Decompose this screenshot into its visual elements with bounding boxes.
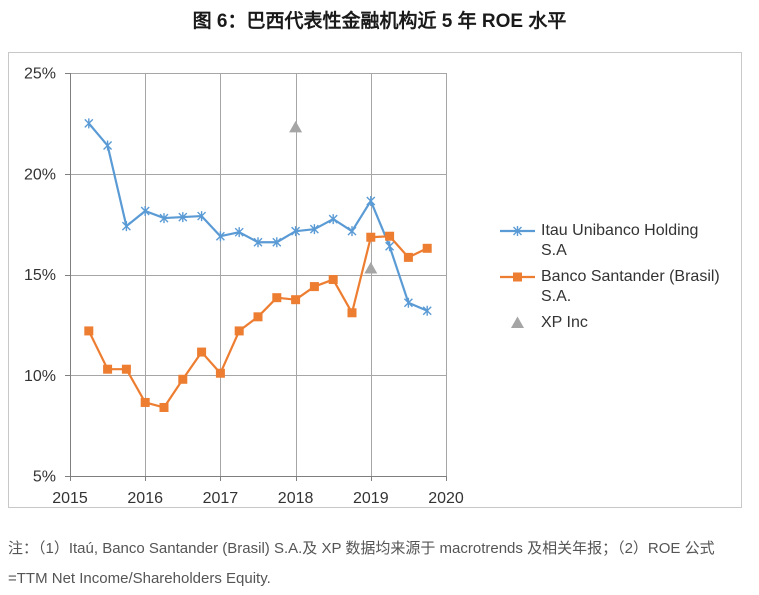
xp-data-point	[364, 261, 378, 274]
itau-data-point	[366, 195, 376, 206]
banco-data-point	[403, 252, 413, 262]
banco-data-point	[103, 364, 113, 374]
x-tick-label: 2017	[203, 490, 239, 507]
legend-swatch-xp	[511, 316, 524, 328]
itau-data-point	[159, 213, 169, 224]
series-itau	[84, 118, 432, 316]
itau-data-point	[422, 305, 432, 316]
itau-data-point	[253, 237, 263, 248]
itau-data-point	[84, 118, 94, 129]
legend-label-itau: Itau Unibanco Holding S.A	[541, 222, 699, 259]
banco-data-point	[291, 295, 301, 305]
legend-swatch-santander	[500, 272, 535, 282]
legend-marker-itau	[513, 226, 522, 236]
banco-data-point	[366, 232, 376, 242]
legend-item-santander: Banco Santander (Brasil) S.A.	[500, 267, 736, 307]
legend-swatch-itau	[500, 226, 535, 236]
itau-data-point	[178, 212, 188, 223]
x-tick-label: 2020	[428, 490, 464, 507]
y-tick-label: 20%	[24, 166, 56, 183]
itau-data-point	[347, 226, 357, 237]
banco-data-point	[385, 231, 395, 241]
y-tick-label: 15%	[24, 267, 56, 284]
itau-data-point	[103, 140, 113, 151]
banco-data-point	[178, 374, 188, 384]
roe-line-chart: 5% 10% 15% 20% 25% 2015 2016 2017 2018 2019 2020	[8, 52, 742, 508]
itau-data-point	[197, 211, 207, 222]
legend-marker-banco	[513, 272, 522, 282]
x-tick-label: 2019	[353, 490, 389, 507]
x-tick-label: 2015	[52, 490, 88, 507]
chart-frame	[8, 52, 742, 508]
xp-data-point	[289, 120, 303, 133]
banco-data-point	[215, 368, 225, 378]
chart-title: 图 6：巴西代表性金融机构近 5 年 ROE 水平	[192, 11, 567, 32]
itau-data-point	[234, 227, 244, 238]
chart-legend: Itau Unibanco Holding S.A Banco Santande…	[500, 221, 736, 339]
banco-data-point	[422, 243, 432, 253]
banco-data-point	[253, 312, 263, 322]
banco-data-point	[272, 293, 282, 303]
banco-data-point	[140, 397, 150, 407]
itau-data-point	[215, 231, 225, 242]
itau-data-point	[403, 297, 413, 308]
legend-item-xp: XP Inc	[500, 313, 736, 333]
itau-data-point	[140, 206, 150, 217]
itau-data-point	[291, 226, 301, 237]
x-tick-label: 2018	[278, 490, 314, 507]
itau-data-point	[121, 221, 131, 232]
y-tick-label: 5%	[33, 469, 56, 486]
banco-data-point	[84, 326, 94, 336]
banco-data-point	[328, 275, 338, 285]
itau-data-point	[385, 241, 395, 252]
legend-item-itau: Itau Unibanco Holding S.A	[500, 221, 736, 261]
itau-data-point	[272, 237, 282, 248]
chart-footnote: 注：（1）Itaú, Banco Santander (Brasil) S.A.…	[8, 540, 715, 587]
banco-data-point	[121, 364, 131, 374]
banco-data-point	[159, 402, 169, 412]
itau-data-point	[328, 214, 338, 225]
x-tick-label: 2016	[127, 490, 163, 507]
banco-data-point	[234, 326, 244, 336]
series-xp	[289, 120, 378, 274]
y-tick-label: 25%	[24, 66, 56, 83]
banco-data-point	[197, 347, 207, 357]
banco-data-point	[347, 308, 357, 318]
legend-label-xp: XP Inc	[541, 314, 588, 331]
legend-marker-xp	[511, 316, 524, 328]
y-tick-label: 10%	[24, 368, 56, 385]
legend-label-santander: Banco Santander (Brasil) S.A.	[541, 268, 720, 305]
series-banco	[84, 231, 432, 412]
itau-data-point	[309, 224, 319, 235]
banco-data-point	[309, 282, 319, 292]
